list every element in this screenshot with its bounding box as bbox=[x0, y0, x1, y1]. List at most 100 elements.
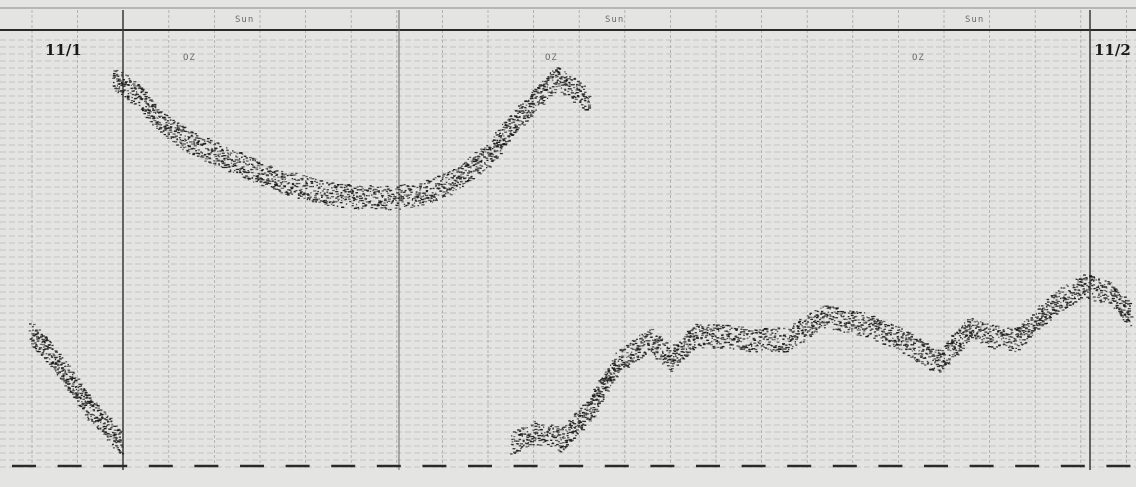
trace-dot bbox=[1066, 303, 1068, 305]
trace-dot bbox=[990, 340, 992, 343]
trace-dot bbox=[556, 79, 559, 81]
trace-dot bbox=[529, 433, 532, 435]
trace-dot bbox=[853, 319, 857, 321]
trace-dot bbox=[264, 172, 267, 174]
trace-dot bbox=[862, 317, 865, 319]
trace-dot bbox=[573, 415, 577, 418]
trace-dot bbox=[878, 322, 881, 324]
trace-dot bbox=[831, 312, 833, 314]
trace-dot bbox=[1123, 296, 1127, 298]
trace-dot bbox=[738, 340, 741, 342]
trace-dot bbox=[1065, 307, 1067, 309]
trace-dot bbox=[649, 332, 653, 334]
trace-dot bbox=[238, 161, 242, 163]
trace-dot bbox=[673, 361, 676, 363]
trace-dot bbox=[597, 404, 599, 406]
trace-dot bbox=[453, 169, 456, 171]
trace-dot bbox=[809, 335, 813, 338]
trace-dot bbox=[1090, 279, 1093, 281]
trace-dot bbox=[921, 353, 924, 355]
trace-dot bbox=[419, 188, 422, 190]
trace-dot bbox=[896, 347, 900, 349]
trace-dot bbox=[117, 79, 120, 82]
trace-dot bbox=[980, 328, 982, 330]
trace-dot bbox=[701, 347, 705, 349]
trace-dot bbox=[533, 93, 536, 95]
trace-dot bbox=[1093, 280, 1095, 282]
trace-dot bbox=[524, 433, 527, 435]
trace-dot bbox=[772, 328, 776, 330]
trace-dot bbox=[1100, 295, 1102, 297]
trace-dot bbox=[163, 133, 166, 136]
trace-dot bbox=[274, 184, 278, 186]
trace-dot bbox=[828, 321, 830, 323]
trace-dot bbox=[740, 328, 743, 330]
trace-dot bbox=[892, 343, 895, 345]
trace-dot bbox=[309, 199, 311, 201]
trace-dot bbox=[727, 341, 730, 344]
trace-series bbox=[112, 67, 592, 211]
trace-dot bbox=[958, 348, 961, 350]
trace-dot bbox=[61, 367, 63, 369]
trace-dot bbox=[530, 96, 533, 98]
trace-dot bbox=[453, 179, 457, 181]
trace-dot bbox=[546, 443, 550, 446]
trace-dot bbox=[1110, 289, 1113, 291]
trace-dot bbox=[867, 320, 870, 322]
trace-dot bbox=[218, 163, 220, 165]
trace-dot bbox=[1027, 335, 1030, 337]
trace-dot bbox=[513, 119, 516, 121]
trace-dot bbox=[860, 324, 864, 326]
trace-dot bbox=[243, 155, 247, 157]
trace-dot bbox=[331, 196, 335, 198]
trace-dot bbox=[1074, 293, 1077, 295]
trace-dot bbox=[876, 326, 879, 328]
trace-dot bbox=[1050, 296, 1054, 298]
trace-dot bbox=[369, 190, 372, 193]
trace-dot bbox=[527, 445, 530, 447]
trace-dot bbox=[809, 328, 811, 331]
trace-dot bbox=[869, 322, 873, 325]
trace-dot bbox=[467, 174, 469, 176]
trace-dot bbox=[851, 320, 855, 322]
trace-dot bbox=[293, 174, 297, 176]
trace-dot bbox=[573, 77, 576, 80]
trace-dot bbox=[1003, 341, 1006, 343]
trace-dot bbox=[910, 343, 912, 346]
trace-dot bbox=[618, 370, 621, 372]
trace-dot bbox=[115, 75, 118, 77]
trace-dot bbox=[98, 414, 101, 417]
trace-dot bbox=[360, 199, 364, 202]
trace-dot bbox=[1084, 290, 1088, 292]
trace-dot bbox=[722, 327, 724, 329]
trace-dot bbox=[749, 343, 752, 345]
trace-dot bbox=[542, 434, 544, 436]
trace-dot bbox=[120, 444, 123, 446]
trace-dot bbox=[1127, 316, 1130, 318]
trace-dot bbox=[419, 189, 421, 192]
trace-dot bbox=[554, 91, 557, 94]
trace-dot bbox=[606, 377, 608, 379]
trace-dot bbox=[351, 192, 354, 195]
trace-dot bbox=[356, 189, 359, 191]
trace-dot bbox=[368, 188, 371, 190]
trace-dot bbox=[975, 336, 978, 338]
trace-dot bbox=[780, 346, 784, 348]
trace-dot bbox=[210, 139, 212, 142]
trace-dot bbox=[1059, 291, 1061, 293]
trace-dot bbox=[118, 433, 121, 435]
trace-dot bbox=[931, 350, 933, 352]
trace-dot bbox=[72, 388, 74, 390]
trace-dot bbox=[353, 197, 356, 199]
trace-dot bbox=[397, 197, 399, 199]
trace-dot bbox=[265, 174, 269, 176]
trace-dot bbox=[584, 424, 587, 426]
trace-dot bbox=[794, 343, 797, 345]
trace-dot bbox=[967, 329, 971, 331]
trace-dot bbox=[542, 103, 546, 105]
trace-dot bbox=[527, 116, 529, 118]
trace-dot bbox=[568, 88, 572, 90]
trace-dot bbox=[697, 337, 699, 340]
trace-dot bbox=[550, 92, 553, 94]
trace-dot bbox=[221, 162, 225, 165]
